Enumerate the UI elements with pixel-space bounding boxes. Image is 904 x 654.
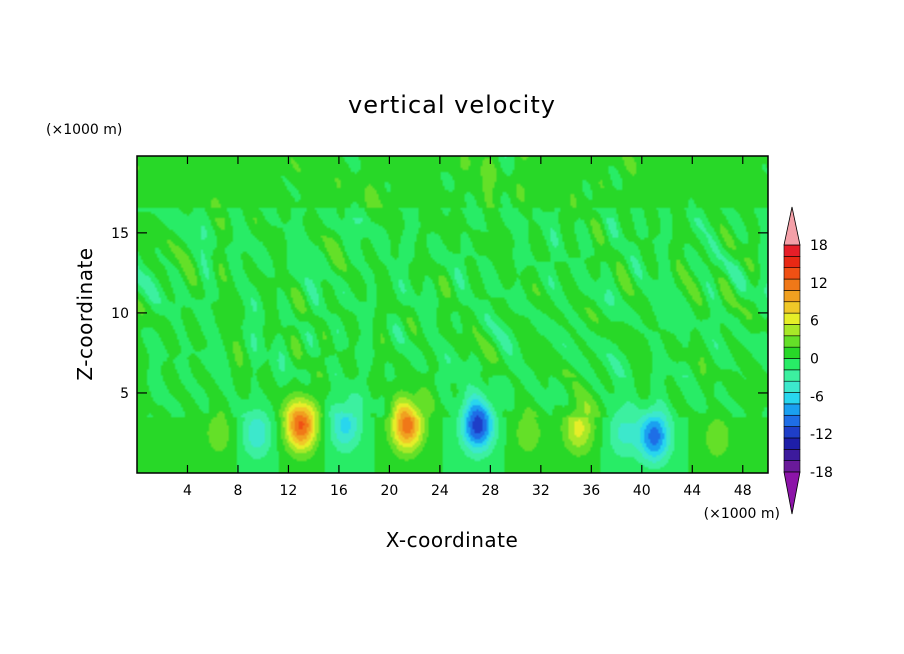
x-tick-label: 16: [330, 483, 348, 499]
colorbar-swatch: [783, 244, 801, 257]
colorbar-swatch: [783, 290, 801, 303]
x-tick-label: 12: [280, 483, 298, 499]
plot-area: [136, 155, 769, 474]
y-unit-label: (×1000 m): [46, 122, 122, 138]
x-tick-label: 8: [233, 483, 242, 499]
y-tick-label: 5: [120, 386, 129, 402]
colorbar-tick-label: 12: [810, 276, 828, 292]
colorbar-swatch: [783, 437, 801, 450]
colorbar-tick-label: -18: [810, 465, 833, 481]
colorbar-extend-high: [783, 206, 801, 246]
colorbar-swatch: [783, 426, 801, 439]
colorbar-swatch: [783, 301, 801, 314]
colorbar-swatch: [783, 358, 801, 371]
y-tick-label: 15: [111, 226, 129, 242]
colorbar-swatch: [783, 312, 801, 325]
y-axis: 5 10 15: [111, 226, 768, 402]
y-tick-label: 10: [111, 306, 129, 322]
x-tick-label: 24: [431, 483, 449, 499]
x-tick-label: 28: [481, 483, 499, 499]
colorbar-swatch: [783, 448, 801, 461]
colorbar-swatch: [783, 267, 801, 280]
x-tick-label: 20: [380, 483, 398, 499]
x-tick-label: 4: [183, 483, 192, 499]
x-tick-label: 40: [633, 483, 651, 499]
velocity-field: [137, 156, 768, 473]
colorbar-swatch: [783, 256, 801, 269]
colorbar-swatch: [783, 392, 801, 405]
colorbar-tick-label: 0: [810, 352, 819, 368]
x-tick-label: 32: [532, 483, 550, 499]
colorbar-swatch: [783, 460, 801, 473]
colorbar-tick-label: 18: [810, 238, 828, 254]
x-tick-label: 44: [683, 483, 701, 499]
colorbar-tick-label: 6: [810, 314, 819, 330]
x-axis-title: X-coordinate: [386, 528, 519, 552]
y-axis-title: Z-coordinate: [73, 247, 97, 380]
colorbar-swatch: [783, 369, 801, 382]
colorbar-swatch: [783, 278, 801, 291]
x-tick-label: 36: [582, 483, 600, 499]
colorbar-tick-label: -6: [810, 389, 824, 405]
colorbar-swatch: [783, 414, 801, 427]
x-tick-label: 48: [734, 483, 752, 499]
colorbar: 18 12 6 0 -6 -12 -18: [783, 206, 833, 515]
chart-title: vertical velocity: [348, 91, 556, 119]
colorbar-tick-label: -12: [810, 427, 833, 443]
colorbar-swatch: [783, 346, 801, 359]
colorbar-swatch: [783, 403, 801, 416]
colorbar-swatch: [783, 324, 801, 337]
colorbar-swatch: [783, 335, 801, 348]
x-unit-label: (×1000 m): [704, 506, 780, 522]
x-axis: 4 8 12 16 20 24 28 32 36 40 44 48: [183, 156, 752, 499]
plot-frame: [136, 155, 769, 474]
colorbar-extend-low: [783, 471, 801, 515]
colorbar-swatch: [783, 380, 801, 393]
